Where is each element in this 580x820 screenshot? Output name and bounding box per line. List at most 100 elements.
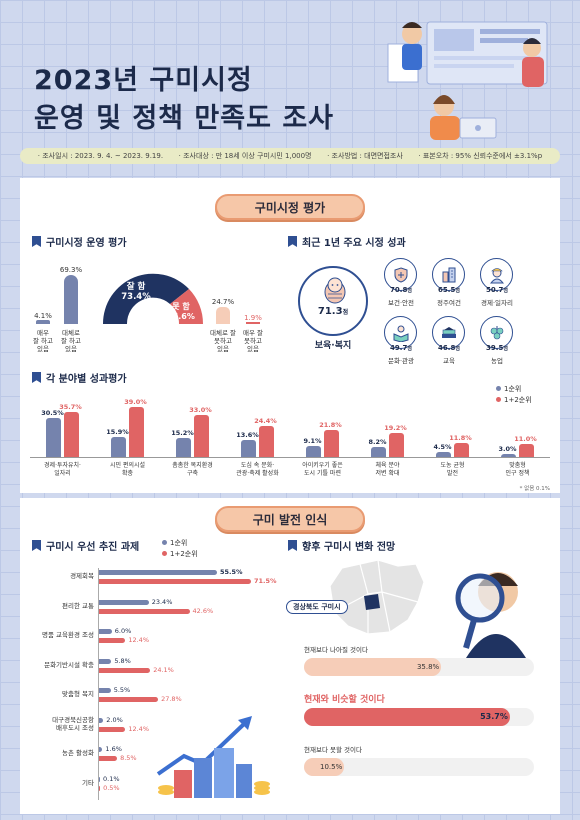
fields-category-label: 도심 속 문화· 관광·축제 활성화 (236, 462, 279, 477)
fields-category-labels: 경제·투자유치· 일자리 시민 편의시설 확충 촘촘한 복지환경 구축 도심 속 문화… (30, 462, 550, 482)
priority-category-label: 문화기반시설 확충 (44, 660, 94, 669)
fields-note: * 없음 0.1% (519, 486, 550, 492)
priority-bar-combined (99, 608, 190, 614)
priority-category-label: 경제회복 (70, 572, 94, 580)
achieve-label-health: 보건·안전 (388, 299, 414, 307)
fields-category-label: 시민 편의시설 확충 (109, 462, 146, 477)
ops-bar-1 (36, 320, 50, 324)
fields-bar-label: 21.8% (319, 420, 342, 429)
achieve-score-education: 46.8 (438, 344, 456, 352)
legend-dot-second (496, 396, 501, 402)
ops-good-label: 잘 함 (126, 282, 146, 292)
legend-dot-second (162, 550, 167, 556)
ops-heading-text: 구미시정 운영 평가 (46, 238, 127, 249)
fields-bar-first (240, 440, 256, 458)
achieve-unit-agriculture: 점 (503, 346, 508, 352)
priority-bar-label: 24.1% (153, 665, 174, 674)
fields-legend-second: 1+2순위 (504, 395, 532, 404)
books-icon (441, 326, 456, 338)
achieve-score-culture: 49.7 (390, 344, 408, 352)
priority-bar-label: 8.5% (120, 754, 137, 762)
outlook-heading-text: 향후 구미시 변화 전망 (302, 542, 396, 553)
priority-category-label: 편리한 교통 (62, 601, 94, 610)
priority-bar-chart: 경제회복 55.5% 71.5% 편리한 교통 23.4% 42.6% 명품 교육환경 조성… (20, 568, 280, 808)
outlook-label-same: 현재와 비슷할 것이다 (304, 695, 385, 705)
priority-bar-label: 6.0% (114, 627, 132, 635)
outlook-value-worse: 10.5% (320, 763, 343, 771)
magnifier-person-illustration (455, 572, 526, 658)
bookmark-icon (32, 540, 41, 551)
fields-category-label: 맞춤형 인구 정책 (505, 462, 530, 477)
ops-label-3: 대체로 잘 못하고 있음 (210, 329, 236, 354)
fields-bar-label: 13.6% (236, 431, 259, 440)
achieve-score-living: 65.5 (438, 286, 456, 294)
fields-baseline (30, 457, 550, 458)
fields-bar-chart: 30.5% 35.7% 15.9% 39.0% 15.2% 33.0% 13.6% 24.4%… (30, 392, 550, 458)
outlook-label-better: 현재보다 나아질 것이다 (304, 646, 368, 654)
priority-bar-first (99, 599, 149, 605)
achieve-unit-education: 점 (455, 346, 460, 352)
achieve-label-economy: 경제·일자리 (481, 299, 513, 307)
ops-bar-2 (64, 275, 78, 324)
survey-date: · 조사일시 : 2023. 9. 4. ~ 2023. 9.19. (37, 152, 164, 160)
evaluation-panel: 구미시정 평가 구미시정 운영 평가 4.1% 매우 잘 하고 있음 69.3%… (20, 178, 560, 493)
ops-value-2: 69.3% (59, 266, 83, 274)
legend-dot-first (496, 386, 501, 391)
fields-bar-combined (193, 415, 209, 458)
ops-bad-label: 못 함 (172, 302, 190, 311)
outlook-track-worse: 10.5% (304, 758, 534, 776)
fields-bar-label: 24.4% (254, 417, 277, 426)
outlook-track-same: 53.7% (304, 708, 534, 726)
bookmark-icon (288, 236, 297, 247)
fields-category-label: 아이키우기 좋은 도시 기틀 마련 (302, 462, 343, 477)
fields-bar-label: 4.5% (433, 443, 452, 452)
achieve-heading: 최근 1년 주요 시정 성과 (288, 234, 406, 249)
fields-bar-label: 15.9% (106, 428, 129, 437)
priority-bar-combined (99, 726, 126, 732)
ops-good-value: 73.4% (121, 292, 151, 303)
achieve-main-circle: 71.3점 (298, 266, 368, 336)
fields-bar-first (370, 447, 386, 458)
fields-category-label: 촘촘한 복지환경 구축 (172, 462, 213, 477)
priority-bar-first (99, 658, 112, 664)
fields-bar-first (110, 437, 126, 458)
fields-bar-first (435, 452, 451, 458)
achieve-circle-culture (384, 316, 417, 349)
priority-bar-first (99, 776, 100, 782)
achieve-heading-text: 최근 1년 주요 시정 성과 (302, 238, 406, 249)
achieve-label-education: 교육 (443, 357, 455, 365)
reader-icon (393, 325, 408, 342)
achieve-circle-economy (480, 258, 513, 291)
gyeongbuk-map-icon (329, 559, 425, 635)
outlook-heading: 향후 구미시 변화 전망 (288, 538, 395, 553)
ops-heading: 구미시정 운영 평가 (32, 234, 127, 249)
baby-icon (324, 277, 346, 304)
ops-value-1: 4.1% (34, 312, 52, 320)
priority-bar-first (99, 570, 217, 575)
priority-bar-label: 2.0% (106, 715, 123, 724)
survey-target: · 조사대상 : 만 18세 이상 구미시민 1,000명 (178, 152, 312, 160)
achieve-main-score: 71.3 (317, 306, 343, 317)
outlook-list: 현재보다 나아질 것이다 35.8% 현재와 비슷할 것이다 53.7% 현재보… (304, 646, 534, 796)
achieve-main-unit: 점 (342, 309, 349, 316)
achieve-main-label: 보육·복지 (314, 341, 352, 351)
fields-bar-label: 9.1% (303, 437, 322, 446)
fields-legend: 1순위 1+2순위 (496, 384, 532, 405)
survey-info-bar: · 조사일시 : 2023. 9. 4. ~ 2023. 9.19. · 조사대… (20, 148, 560, 164)
ops-bad-group: 못 함 26.6% (164, 302, 198, 321)
achieve-circle-health (384, 258, 417, 291)
priority-bar-label: 0.1% (103, 774, 120, 783)
hero-illustration (387, 21, 548, 140)
fields-bar-combined (63, 411, 79, 458)
page-title-line1: 2023년 구미시정 (34, 65, 253, 96)
fields-bar-combined (258, 426, 274, 458)
priority-bar-first (99, 688, 111, 693)
achieve-score-health: 70.8 (390, 286, 408, 294)
achieve-unit-economy: 점 (503, 288, 508, 294)
development-panel: 구미 발전 인식 구미시 우선 추진 과제 1순위 1+2순위 경제회복 55.5… (20, 498, 560, 814)
fields-bar-label: 30.5% (41, 409, 64, 418)
priority-category-label: 기타 (82, 778, 94, 787)
survey-error: · 표본오차 : 95% 신뢰수준에서 ±3.1%p (418, 152, 543, 160)
outlook-label-worse: 현재보다 못할 것이다 (304, 746, 362, 754)
achieve-circle-agriculture (480, 316, 513, 349)
